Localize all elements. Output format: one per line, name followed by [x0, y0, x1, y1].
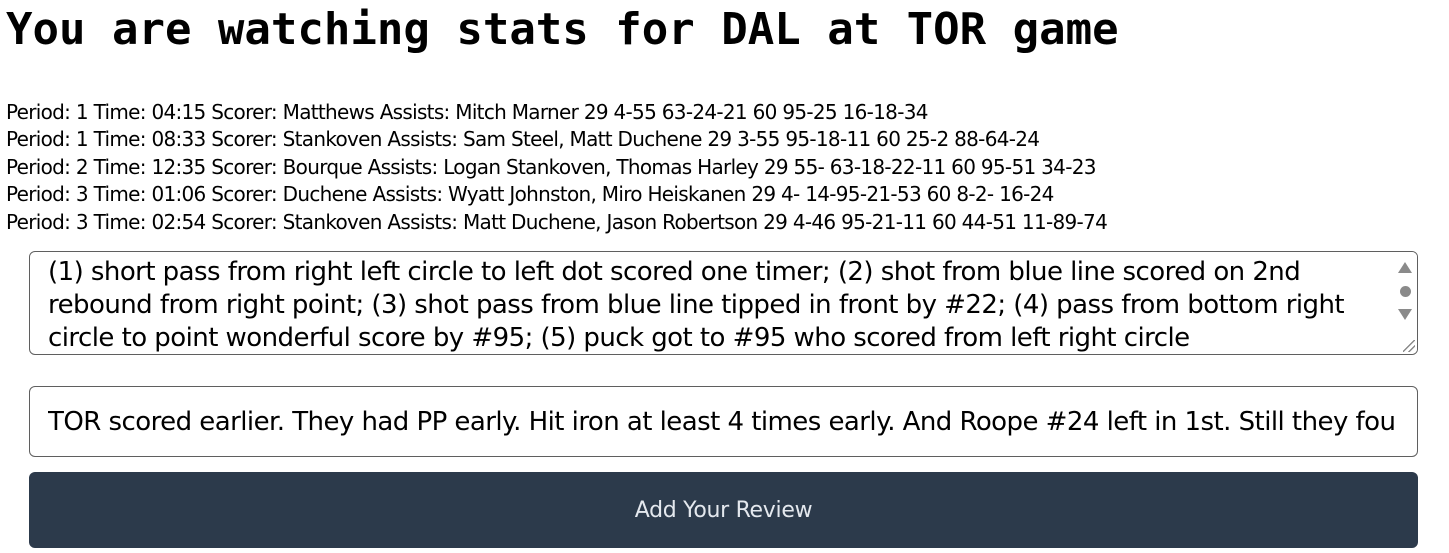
- scorer-value: Bourque: [282, 154, 363, 179]
- goal-line: Period: 3 Time: 02:54 Scorer: Stankoven …: [6, 209, 1108, 236]
- scorer-label: Scorer:: [211, 209, 277, 234]
- assists-value: Matt Duchene, Jason Robertson: [463, 209, 758, 234]
- goal-line: Period: 1 Time: 08:33 Scorer: Stankoven …: [6, 126, 1107, 153]
- time-value: 04:15: [151, 100, 206, 124]
- scorer-label: Scorer:: [211, 100, 277, 124]
- scorer-value: Stankoven: [282, 209, 383, 234]
- period-value: 1: [75, 100, 89, 124]
- review-text-input[interactable]: [29, 386, 1418, 457]
- period-value: 1: [75, 127, 89, 152]
- scorer-label: Scorer:: [211, 182, 277, 207]
- scroll-thumb[interactable]: [1400, 286, 1411, 297]
- assists-value: Wyatt Johnston, Miro Heiskanen: [448, 182, 746, 207]
- period-label: Period:: [6, 209, 71, 234]
- time-value: 01:06: [151, 182, 206, 207]
- assists-label: Assists:: [367, 154, 439, 179]
- time-label: Time:: [93, 209, 147, 234]
- goal-stats: 29 55- 63-18-22-11 60 95-51 34-23: [763, 154, 1097, 179]
- period-label: Period:: [6, 100, 71, 124]
- period-value: 3: [75, 182, 89, 207]
- period-value: 3: [75, 209, 89, 234]
- scorer-label: Scorer:: [211, 154, 277, 179]
- scorer-label: Scorer:: [211, 127, 277, 152]
- assists-label: Assists:: [387, 209, 458, 234]
- period-label: Period:: [6, 182, 71, 207]
- assists-value: Logan Stankoven, Thomas Harley: [443, 154, 759, 179]
- time-label: Time:: [93, 100, 147, 124]
- textarea-scrollbar[interactable]: [1393, 252, 1417, 354]
- goal-stats: 29 3-55 95-18-11 60 25-2 88-64-24: [707, 127, 1040, 152]
- goal-line: Period: 3 Time: 01:06 Scorer: Duchene As…: [6, 181, 1107, 208]
- scorer-value: Stankoven: [282, 127, 383, 152]
- period-value: 2: [75, 154, 89, 179]
- time-label: Time:: [93, 154, 147, 179]
- time-value: 08:33: [151, 127, 206, 152]
- time-label: Time:: [93, 127, 147, 152]
- period-label: Period:: [6, 154, 71, 179]
- scroll-up-arrow-icon[interactable]: [1398, 262, 1412, 273]
- assists-value: Mitch Marner: [455, 100, 579, 124]
- scorer-value: Duchene: [282, 182, 368, 207]
- goal-stats: 29 4-55 63-24-21 60 95-25 16-18-34: [583, 100, 929, 124]
- period-label: Period:: [6, 127, 71, 152]
- goal-stats: 29 4- 14-95-21-53 60 8-2- 16-24: [751, 182, 1054, 207]
- assists-label: Assists:: [379, 100, 451, 124]
- scorer-value: Matthews: [282, 100, 375, 124]
- page-title: You are watching stats for DAL at TOR ga…: [6, 4, 1119, 55]
- goals-description-textarea[interactable]: (1) short pass from right left circle to…: [30, 252, 1392, 354]
- assists-label: Assists:: [387, 127, 458, 152]
- time-label: Time:: [93, 182, 147, 207]
- goal-line: Period: 1 Time: 04:15 Scorer: Matthews A…: [6, 99, 1107, 126]
- resize-grip-icon[interactable]: [1403, 340, 1415, 352]
- goals-list: Period: 1 Time: 04:15 Scorer: Matthews A…: [6, 99, 1108, 236]
- scroll-down-arrow-icon[interactable]: [1398, 309, 1412, 320]
- goals-description-field: (1) short pass from right left circle to…: [29, 251, 1418, 355]
- time-value: 12:35: [151, 154, 206, 179]
- goal-stats: 29 4-46 95-21-11 60 44-51 11-89-74: [763, 209, 1108, 234]
- assists-label: Assists:: [372, 182, 443, 207]
- add-review-button[interactable]: Add Your Review: [29, 472, 1418, 548]
- time-value: 02:54: [151, 209, 206, 234]
- goal-line: Period: 2 Time: 12:35 Scorer: Bourque As…: [6, 154, 1107, 181]
- assists-value: Sam Steel, Matt Duchene: [463, 127, 702, 152]
